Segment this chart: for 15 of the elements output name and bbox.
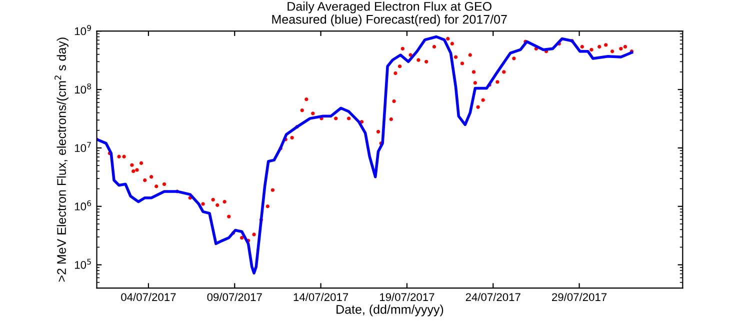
y-tick-label: 10$^{6}$ — [74, 200, 92, 210]
x-tick-label: 14/07/2017 — [294, 292, 348, 302]
x-tick-label: 04/07/2017 — [121, 292, 176, 302]
y-tick-label: 10$^{5}$ — [74, 258, 91, 269]
x-tick-label: 09/07/2017 — [207, 292, 262, 302]
chart-title: Daily Averaged Electron Flux at GEO — [288, 2, 492, 14]
y-tick-label: 10$^{7}$ — [74, 142, 91, 152]
y-tick-label: 10$^{8}$ — [74, 83, 92, 94]
chart-subtitle: Measured (blue) Forecast(red) for 2017/07 — [272, 14, 507, 26]
y-tick-label: 10$^{9}$ — [74, 25, 91, 36]
x-axis-title: Date, (dd/mm/yyyy) — [336, 304, 444, 316]
x-tick-label: 19/07/2017 — [380, 292, 434, 302]
x-tick-label: 29/07/2017 — [552, 292, 607, 302]
y-axis-title: >2 MeV Electron Flux, electrons/(cm$^{2}$ s day) — [54, 38, 68, 282]
x-tick-label: 24/07/2017 — [466, 292, 520, 302]
